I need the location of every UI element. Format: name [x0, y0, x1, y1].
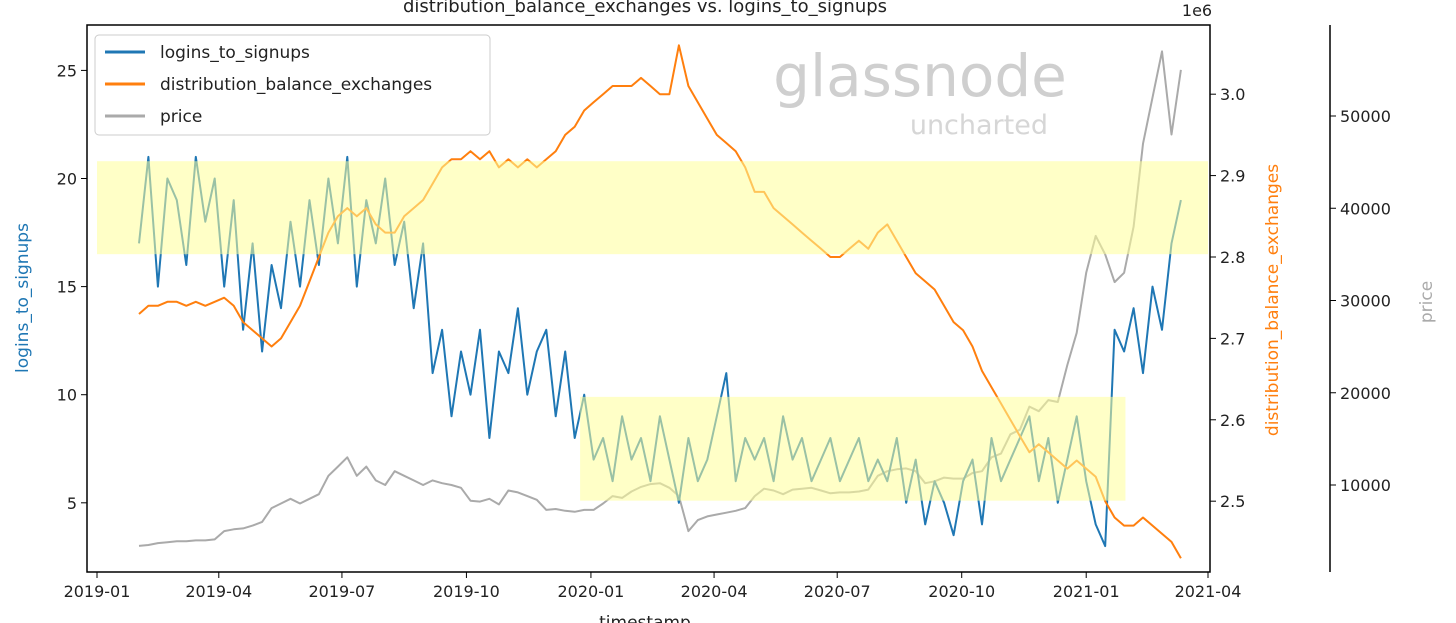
- left-tick-label: 25: [57, 61, 77, 80]
- legend: logins_to_signups distribution_balance_e…: [94, 34, 491, 136]
- highlight-band-1: [97, 161, 1208, 255]
- chart-title: distribution_balance_exchanges vs. login…: [403, 0, 887, 17]
- x-tick-label: 2020-01: [557, 582, 624, 601]
- left-tick-label: 15: [57, 278, 77, 297]
- watermark-brand: glassnode: [773, 42, 1067, 110]
- plot-frame: [86, 24, 1211, 573]
- watermark: glassnode uncharted: [773, 42, 1067, 141]
- legend-label-price: price: [160, 107, 202, 127]
- left-tick-label: 10: [57, 386, 77, 405]
- x-tick-label: 2020-10: [928, 582, 995, 601]
- x-tick-label: 2020-04: [681, 582, 748, 601]
- right-tick-label: 2.8: [1220, 248, 1245, 267]
- price-axis-label: price: [1417, 281, 1437, 323]
- x-tick-label: 2021-04: [1175, 582, 1242, 601]
- legend-label-logins: logins_to_signups: [160, 43, 310, 63]
- legend-label-distribution: distribution_balance_exchanges: [160, 75, 432, 95]
- right-tick-label: 2.9: [1220, 167, 1245, 186]
- right-tick-label: 2.7: [1220, 329, 1245, 348]
- left-axis-label: logins_to_signups: [13, 223, 33, 373]
- price-tick-label: 20000: [1340, 384, 1391, 403]
- right-tick-label: 2.6: [1220, 411, 1245, 430]
- right-axis-label: distribution_balance_exchanges: [1263, 164, 1283, 436]
- x-tick-label: 2019-01: [64, 582, 131, 601]
- right-tick-label: 3.0: [1220, 85, 1245, 104]
- left-tick-label: 20: [57, 170, 77, 189]
- left-tick-label: 5: [67, 494, 77, 513]
- x-axis-label: timestamp: [599, 613, 691, 623]
- x-tick-label: 2019-10: [433, 582, 500, 601]
- x-tick-label: 2021-01: [1053, 582, 1120, 601]
- price-tick-label: 10000: [1340, 476, 1391, 495]
- price-tick-label: 50000: [1340, 107, 1391, 126]
- watermark-sub: uncharted: [910, 110, 1048, 141]
- right-axis-offset: 1e6: [1182, 1, 1212, 20]
- price-tick-label: 40000: [1340, 199, 1391, 218]
- highlight-band-2: [580, 396, 1126, 501]
- price-tick-label: 30000: [1340, 292, 1391, 311]
- x-tick-label: 2020-07: [804, 582, 871, 601]
- x-tick-label: 2019-04: [185, 582, 252, 601]
- right-tick-label: 2.5: [1220, 492, 1245, 511]
- x-tick-label: 2019-07: [309, 582, 376, 601]
